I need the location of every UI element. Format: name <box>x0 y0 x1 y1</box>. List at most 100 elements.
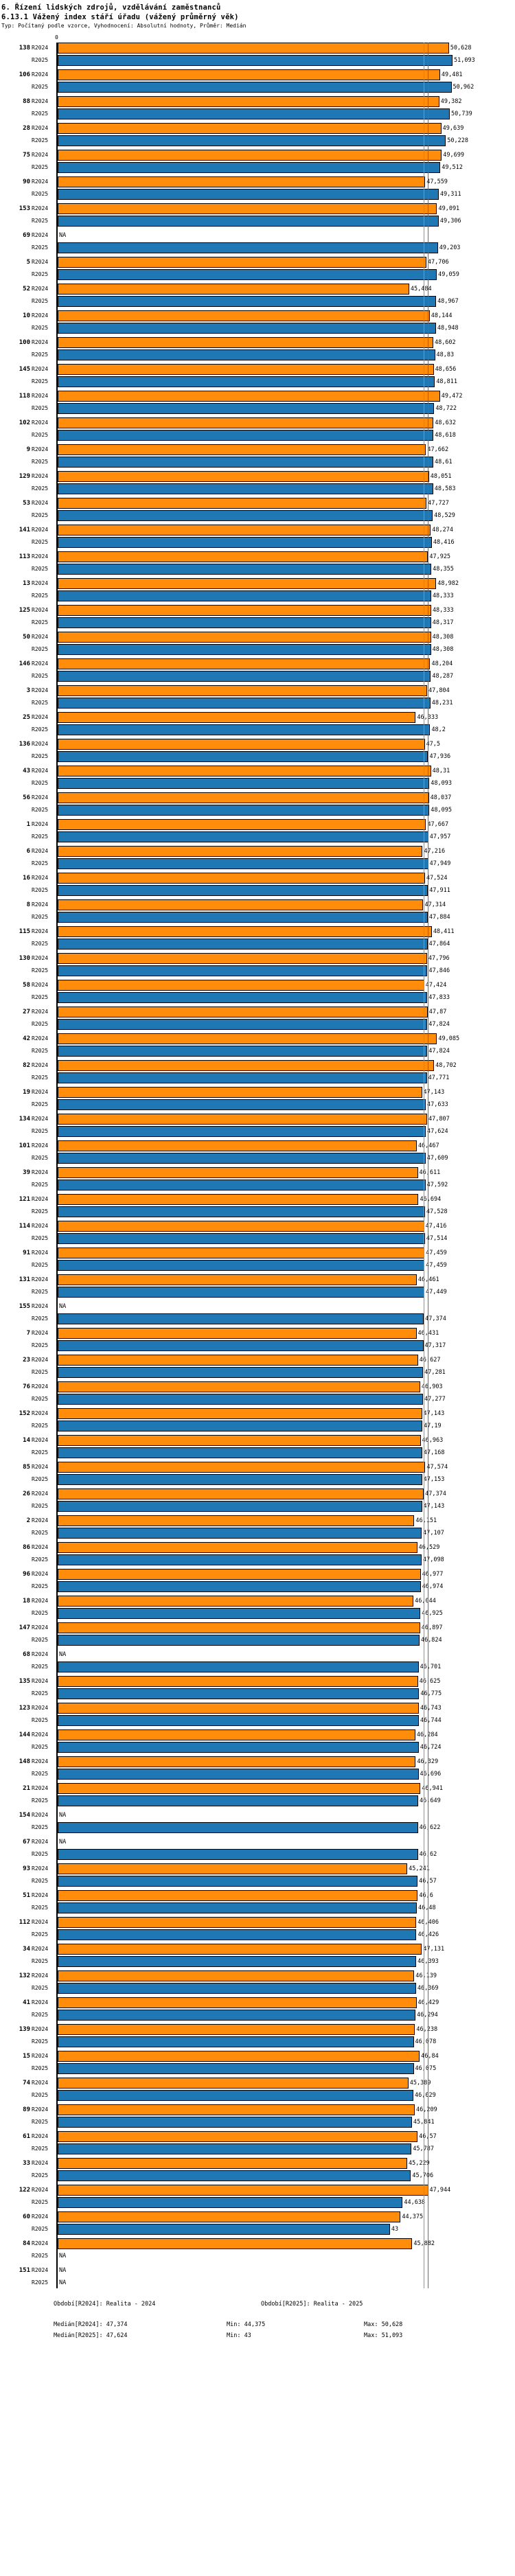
bar-2024[interactable] <box>58 578 437 589</box>
bar-2024[interactable] <box>58 1676 418 1687</box>
bar-2024[interactable] <box>58 498 427 509</box>
bar-2024[interactable] <box>58 1944 422 1955</box>
bar-2025[interactable] <box>58 564 432 575</box>
bar-2024[interactable] <box>58 1488 424 1499</box>
bar-2024[interactable] <box>58 1569 421 1580</box>
bar-2024[interactable] <box>58 69 440 80</box>
bar-2024[interactable] <box>58 364 434 375</box>
bar-2024[interactable] <box>58 1622 420 1633</box>
bar-2025[interactable] <box>58 590 431 601</box>
bar-2024[interactable] <box>58 1328 417 1339</box>
bar-2024[interactable] <box>58 391 440 402</box>
bar-2024[interactable] <box>58 1756 416 1767</box>
bar-2025[interactable] <box>58 2010 415 2021</box>
bar-2024[interactable] <box>58 1542 417 1553</box>
bar-2024[interactable] <box>58 980 424 991</box>
bar-2025[interactable] <box>58 108 450 119</box>
bar-2024[interactable] <box>58 605 431 616</box>
bar-2025[interactable] <box>58 2170 411 2181</box>
bar-2024[interactable] <box>58 176 426 187</box>
bar-2025[interactable] <box>58 1849 418 1860</box>
bar-2024[interactable] <box>58 1970 415 1981</box>
bar-2024[interactable] <box>58 685 427 696</box>
bar-2024[interactable] <box>58 2024 415 2035</box>
bar-2025[interactable] <box>58 992 428 1003</box>
bar-2025[interactable] <box>58 376 435 387</box>
bar-2025[interactable] <box>58 349 435 360</box>
bar-2024[interactable] <box>58 2104 415 2115</box>
bar-2025[interactable] <box>58 1581 421 1592</box>
bar-2025[interactable] <box>58 1447 422 1458</box>
bar-2025[interactable] <box>58 671 431 682</box>
bar-2024[interactable] <box>58 1863 408 1874</box>
bar-2024[interactable] <box>58 1114 428 1125</box>
bar-2025[interactable] <box>58 805 430 816</box>
bar-2024[interactable] <box>58 1087 422 1098</box>
bar-2025[interactable] <box>58 1260 425 1271</box>
bar-2025[interactable] <box>58 1983 416 1994</box>
bar-2025[interactable] <box>58 2117 412 2128</box>
bar-2025[interactable] <box>58 1394 424 1405</box>
bar-2025[interactable] <box>58 2197 403 2208</box>
bar-2025[interactable] <box>58 483 433 494</box>
bar-2024[interactable] <box>58 1917 417 1928</box>
bar-2025[interactable] <box>58 269 437 280</box>
bar-2025[interactable] <box>58 1099 426 1110</box>
bar-2024[interactable] <box>58 1515 415 1526</box>
bar-2025[interactable] <box>58 510 433 521</box>
bar-2024[interactable] <box>58 2078 409 2089</box>
bar-2025[interactable] <box>58 1769 419 1780</box>
bar-2025[interactable] <box>58 2063 414 2074</box>
bar-2024[interactable] <box>58 1997 417 2008</box>
bar-2025[interactable] <box>58 2224 390 2235</box>
bar-2024[interactable] <box>58 1140 417 1151</box>
bar-2024[interactable] <box>58 953 427 964</box>
bar-2025[interactable] <box>58 1233 425 1244</box>
bar-2024[interactable] <box>58 1462 426 1473</box>
bar-2025[interactable] <box>58 1635 420 1646</box>
bar-2024[interactable] <box>58 2131 418 2142</box>
bar-2025[interactable] <box>58 885 428 896</box>
bar-2025[interactable] <box>58 242 438 253</box>
bar-2024[interactable] <box>58 310 430 321</box>
bar-2025[interactable] <box>58 55 453 66</box>
bar-2025[interactable] <box>58 1661 419 1672</box>
bar-2025[interactable] <box>58 1715 420 1726</box>
bar-2024[interactable] <box>58 1007 428 1017</box>
bar-2025[interactable] <box>58 1554 422 1565</box>
bar-2025[interactable] <box>58 1313 424 1324</box>
bar-2024[interactable] <box>58 1783 421 1794</box>
bar-2024[interactable] <box>58 257 426 268</box>
bar-2025[interactable] <box>58 1126 426 1137</box>
bar-2025[interactable] <box>58 831 428 842</box>
bar-2025[interactable] <box>58 1876 418 1887</box>
bar-2024[interactable] <box>58 658 431 669</box>
bar-2024[interactable] <box>58 926 432 937</box>
bar-2024[interactable] <box>58 766 431 777</box>
bar-2025[interactable] <box>58 1742 419 1753</box>
bar-2025[interactable] <box>58 1822 418 1833</box>
bar-2025[interactable] <box>58 296 437 307</box>
bar-2024[interactable] <box>58 819 426 830</box>
bar-2025[interactable] <box>58 189 439 200</box>
bar-2025[interactable] <box>58 965 428 976</box>
bar-2025[interactable] <box>58 537 432 548</box>
bar-2025[interactable] <box>58 1956 417 1967</box>
bar-2025[interactable] <box>58 1340 424 1351</box>
bar-2025[interactable] <box>58 939 428 950</box>
bar-2025[interactable] <box>58 1287 424 1298</box>
bar-2024[interactable] <box>58 846 423 857</box>
bar-2025[interactable] <box>58 778 430 789</box>
bar-2025[interactable] <box>58 1019 428 1030</box>
bar-2024[interactable] <box>58 1274 417 1285</box>
bar-2024[interactable] <box>58 792 429 803</box>
bar-2025[interactable] <box>58 698 431 709</box>
bar-2024[interactable] <box>58 1596 414 1607</box>
bar-2024[interactable] <box>58 150 442 161</box>
bar-2024[interactable] <box>58 96 439 107</box>
bar-2024[interactable] <box>58 873 425 884</box>
bar-2024[interactable] <box>58 1435 421 1446</box>
bar-2024[interactable] <box>58 203 437 214</box>
bar-2025[interactable] <box>58 858 428 869</box>
bar-2024[interactable] <box>58 417 434 428</box>
